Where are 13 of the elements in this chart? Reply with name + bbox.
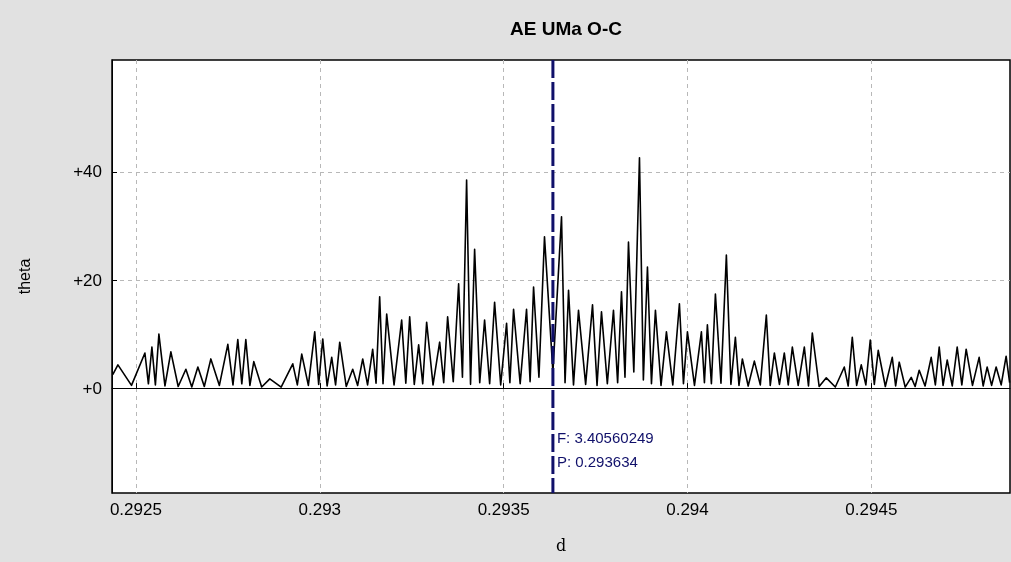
annotation: P: 0.293634 [556,452,638,470]
x-tick-label: 0.294 [666,500,709,519]
x-tick-label: 0.293 [298,500,342,519]
x-axis-title: d [555,535,567,555]
y-tick-label: +40 [73,162,102,182]
x-tick-label: 0.2945 [845,500,898,519]
chart-title: AE UMa O-C [510,18,623,39]
y-tick-label: +0 [82,378,102,398]
x-tick-label: 0.2925 [109,500,162,519]
annotation: F: 3.40560249 [556,428,654,446]
y-tick-label: +20 [73,270,102,290]
x-tick-label: 0.2935 [477,500,530,519]
y-axis-title: theta [15,258,33,295]
